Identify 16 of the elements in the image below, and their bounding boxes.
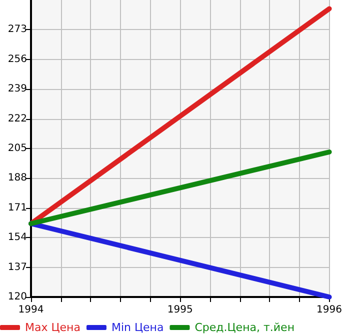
x-tick-label: 1995 (167, 304, 193, 316)
y-tick-label: 239 (8, 84, 27, 95)
y-tick-label: 188 (8, 172, 27, 184)
y-tick-label: 256 (8, 54, 27, 65)
y-tick-label: 120 (8, 292, 27, 302)
y-tick-label: 154 (8, 232, 27, 244)
x-tick-label: 1996 (316, 304, 342, 316)
legend-label: Сред.Цена, т.йен (194, 321, 295, 334)
y-tick-label: 137 (8, 262, 27, 273)
y-tick-label: 171 (8, 202, 27, 214)
x-tick-label: 1994 (18, 304, 44, 316)
legend-label: Min Цена (111, 321, 164, 334)
y-tick-label: 205 (8, 143, 27, 154)
y-tick-label: 222 (8, 113, 27, 124)
y-tick-label: 273 (8, 24, 27, 36)
legend-label: Max Цена (25, 321, 80, 334)
